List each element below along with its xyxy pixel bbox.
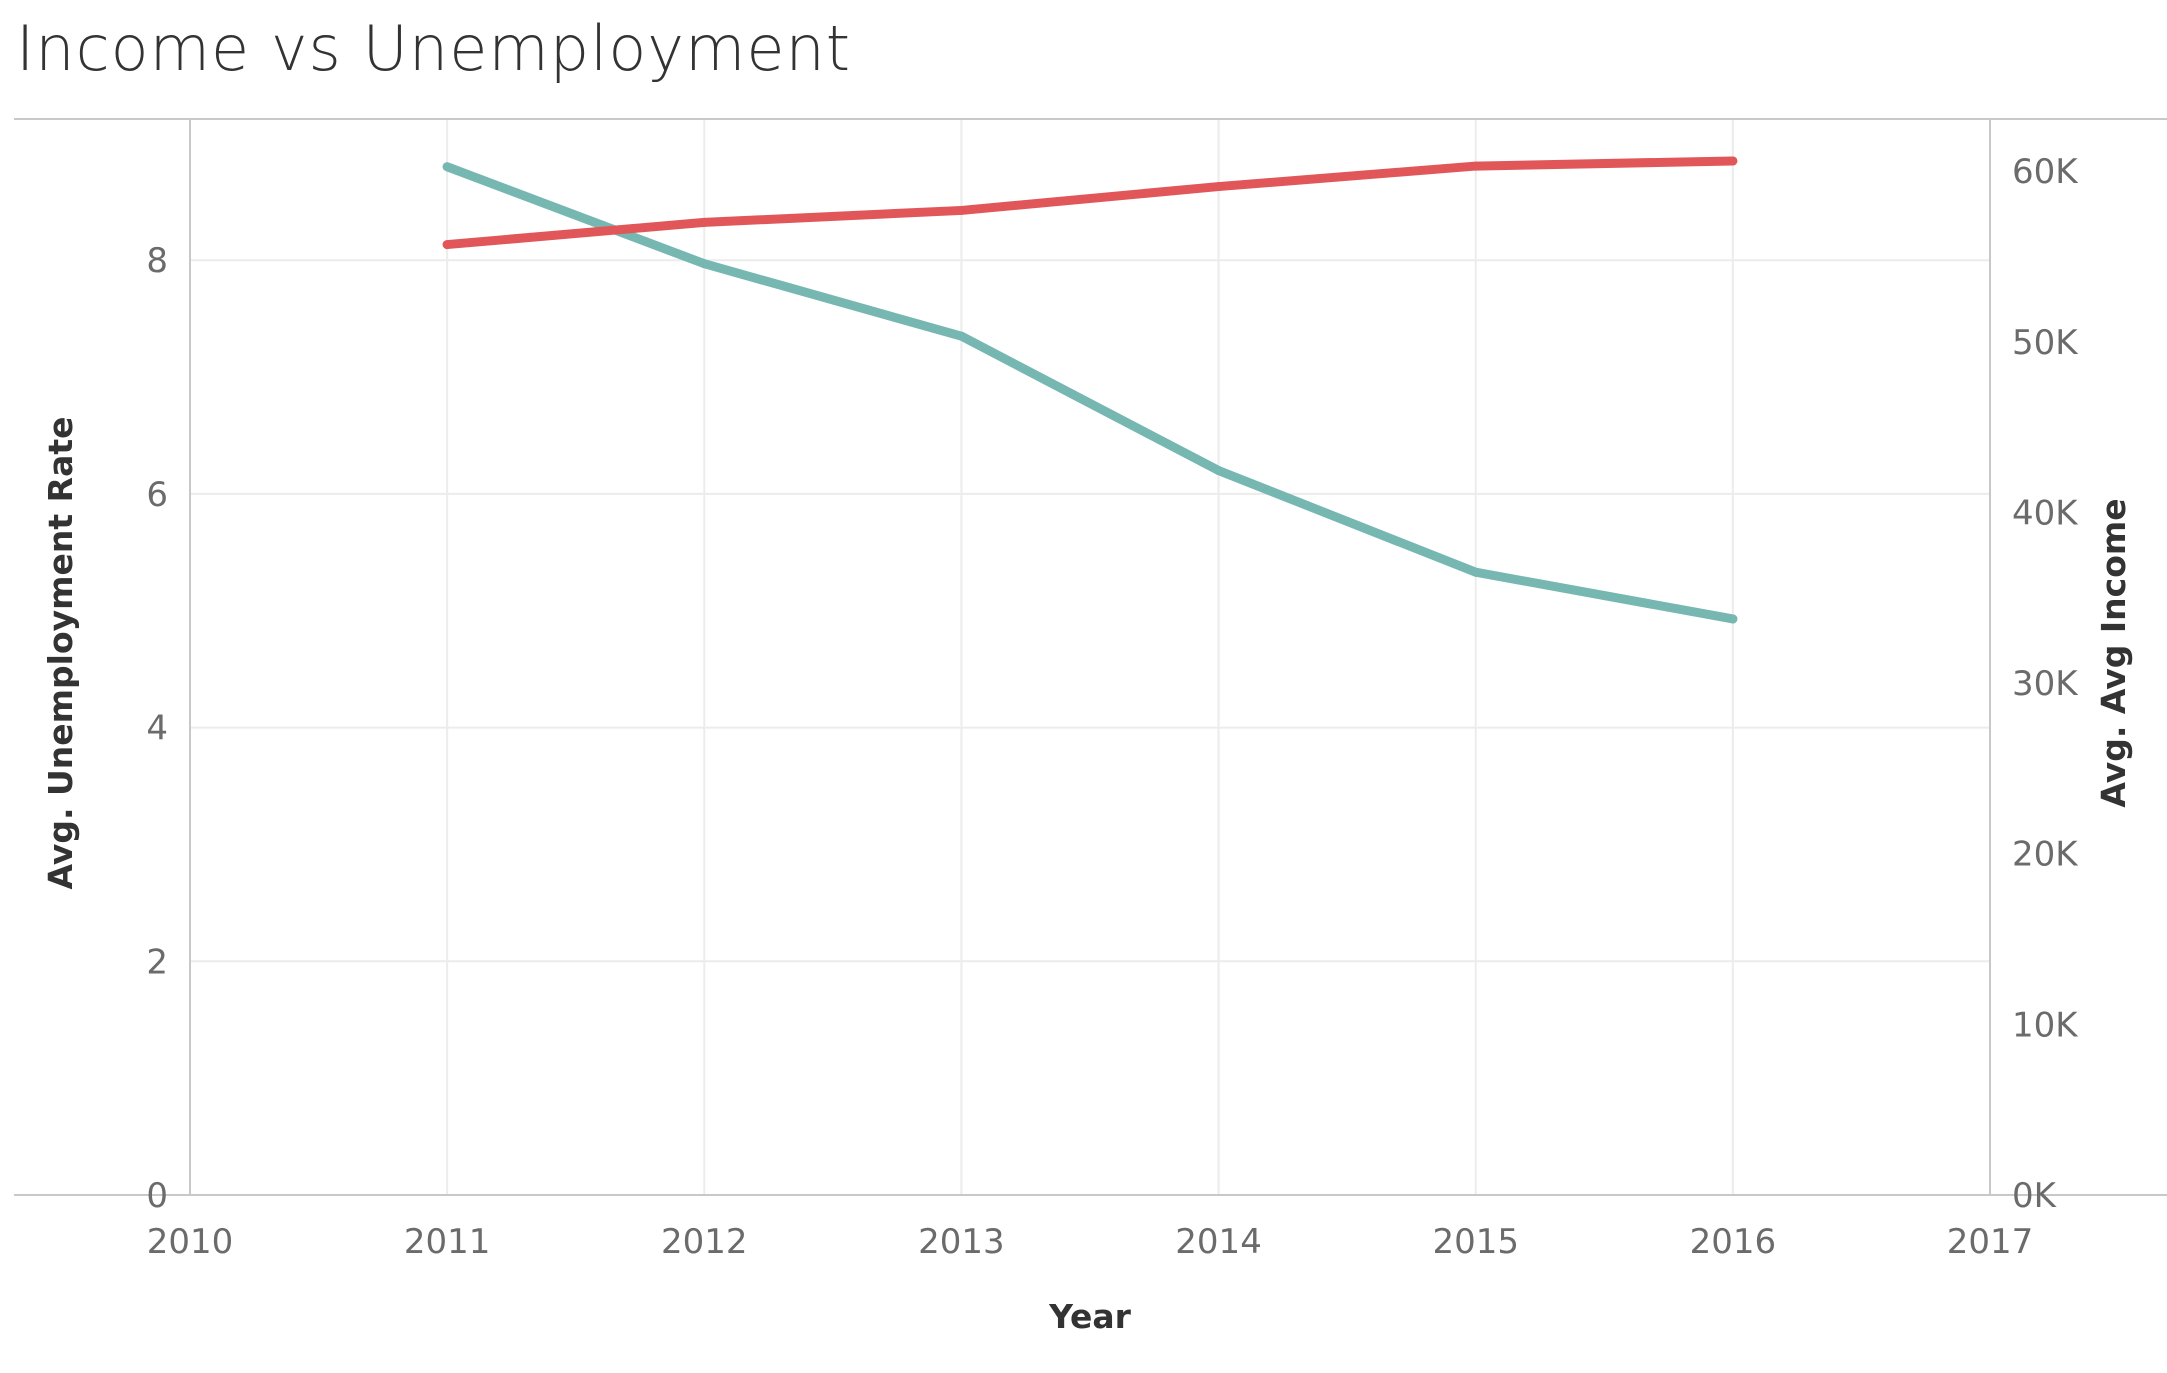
y-tick-label: 0 bbox=[146, 1176, 168, 1216]
y2-tick-label: 10K bbox=[2012, 1005, 2079, 1045]
income-point bbox=[1728, 156, 1738, 166]
gridlines bbox=[190, 120, 1990, 1195]
axes bbox=[14, 118, 2167, 1196]
income-point bbox=[699, 217, 709, 227]
income-point bbox=[442, 240, 452, 250]
x-tick-label: 2015 bbox=[1432, 1222, 1519, 1262]
income-point bbox=[1214, 182, 1224, 192]
income-point bbox=[956, 205, 966, 215]
y2-axis-title: Avg. Avg Income bbox=[2094, 498, 2133, 807]
x-tick-label: 2014 bbox=[1175, 1222, 1262, 1262]
y2-tick-label: 60K bbox=[2012, 152, 2079, 192]
y-tick-label: 8 bbox=[146, 241, 168, 281]
income-line bbox=[442, 156, 1738, 250]
unemployment-point bbox=[956, 331, 966, 341]
tick-labels: 2010 2011 2012 2013 2014 2015 2016 2017 0 2 4 6 8 0K 1… bbox=[146, 152, 2079, 1262]
x-tick-label: 2016 bbox=[1690, 1222, 1777, 1262]
y2-tick-label: 40K bbox=[2012, 493, 2079, 533]
x-tick-label: 2010 bbox=[147, 1222, 234, 1262]
y-tick-label: 6 bbox=[146, 475, 168, 515]
y2-tick-label: 20K bbox=[2012, 835, 2079, 875]
y2-tick-label: 50K bbox=[2012, 323, 2079, 363]
y2-tick-label: 0K bbox=[2012, 1176, 2058, 1216]
x-axis-title: Year bbox=[1048, 1297, 1132, 1336]
y-tick-label: 2 bbox=[146, 942, 168, 982]
y2-tick-label: 30K bbox=[2012, 664, 2079, 704]
income-point bbox=[1471, 161, 1481, 171]
unemployment-point bbox=[1471, 567, 1481, 577]
unemployment-point bbox=[699, 259, 709, 269]
unemployment-point bbox=[1214, 466, 1224, 476]
x-tick-label: 2013 bbox=[918, 1222, 1005, 1262]
y-tick-label: 4 bbox=[146, 709, 168, 749]
chart-title: Income vs Unemployment bbox=[16, 12, 852, 85]
x-tick-label: 2017 bbox=[1947, 1222, 2034, 1262]
unemployment-point bbox=[442, 162, 452, 172]
x-tick-label: 2012 bbox=[661, 1222, 748, 1262]
y-axis-title: Avg. Unemployment Rate bbox=[41, 416, 80, 889]
x-tick-label: 2011 bbox=[404, 1222, 491, 1262]
series-lines bbox=[442, 156, 1738, 624]
unemployment-point bbox=[1728, 614, 1738, 624]
unemployment-line bbox=[442, 162, 1738, 624]
